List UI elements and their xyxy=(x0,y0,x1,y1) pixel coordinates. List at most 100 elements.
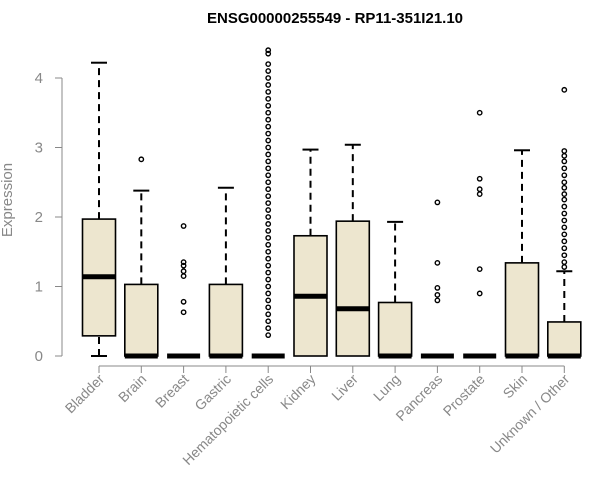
outlier-point xyxy=(561,259,568,266)
iqr-box xyxy=(504,262,540,357)
y-axis-label: Expression xyxy=(0,163,16,237)
outlier-point xyxy=(561,210,568,217)
outlier-point xyxy=(180,268,187,275)
outlier-point xyxy=(265,276,272,283)
x-tick-label: Skin xyxy=(500,371,531,402)
outlier-point xyxy=(180,273,187,279)
boxes xyxy=(81,47,582,359)
outlier-point xyxy=(265,123,272,130)
outlier-point xyxy=(434,199,441,206)
outlier-point xyxy=(265,221,272,227)
outlier-point xyxy=(265,297,272,304)
x-tick-label: Kidney xyxy=(277,371,319,413)
outlier-point xyxy=(561,158,568,165)
outlier-point xyxy=(561,152,568,159)
x-tick-label: Prostate xyxy=(440,371,488,419)
outlier-point xyxy=(265,332,272,339)
outlier-point xyxy=(561,165,568,172)
outlier-point xyxy=(265,255,272,262)
box-group xyxy=(167,223,201,359)
iqr-box xyxy=(124,283,159,357)
iqr-box xyxy=(208,283,244,357)
outlier-point xyxy=(561,191,568,197)
x-tick-label: Unknown / Other xyxy=(487,371,573,457)
outlier-point xyxy=(476,191,483,197)
y-tick-label: 4 xyxy=(35,70,43,87)
outlier-point xyxy=(265,47,272,54)
box-group xyxy=(463,109,497,359)
outlier-point xyxy=(265,130,272,137)
x-tick-label: Lung xyxy=(370,371,403,404)
box-group xyxy=(251,47,285,359)
outlier-point xyxy=(265,207,272,213)
outlier-point xyxy=(265,116,272,123)
outlier-point xyxy=(265,151,272,158)
box-group xyxy=(504,149,540,359)
box-group xyxy=(124,156,159,359)
box-group xyxy=(420,199,454,359)
chart-title: ENSG00000255549 - RP11-351I21.10 xyxy=(207,10,463,27)
outlier-point xyxy=(265,95,272,102)
outlier-point xyxy=(561,172,568,179)
outlier-point xyxy=(265,304,272,311)
box-group xyxy=(208,186,244,359)
outlier-point xyxy=(138,156,145,163)
outlier-point xyxy=(561,245,568,252)
outlier-point xyxy=(265,269,272,276)
outlier-point xyxy=(265,241,272,248)
box-group xyxy=(377,220,413,359)
outlier-point xyxy=(265,248,272,255)
outlier-point xyxy=(265,75,272,81)
outlier-point xyxy=(561,224,568,231)
outlier-point xyxy=(180,309,187,316)
outlier-point xyxy=(180,298,187,305)
outlier-point xyxy=(561,184,568,191)
outlier-point xyxy=(265,172,272,179)
outlier-point xyxy=(476,175,483,182)
outlier-point xyxy=(265,200,272,207)
iqr-box xyxy=(546,321,582,357)
outlier-point xyxy=(434,291,441,298)
x-tick-label: Breast xyxy=(152,371,192,411)
box-group xyxy=(81,61,117,357)
outlier-point xyxy=(265,158,272,165)
outlier-point xyxy=(265,109,272,116)
outlier-point xyxy=(265,283,272,290)
outlier-point xyxy=(265,50,272,57)
outlier-point xyxy=(265,137,272,144)
outlier-point xyxy=(265,262,272,269)
x-tick-label: Liver xyxy=(328,371,361,404)
outlier-point xyxy=(265,214,272,220)
box-group xyxy=(546,86,582,359)
outlier-point xyxy=(476,109,483,116)
outlier-point xyxy=(434,259,441,266)
outlier-point xyxy=(476,186,483,193)
iqr-box xyxy=(377,301,413,357)
outlier-point xyxy=(561,148,568,154)
outlier-point xyxy=(265,82,272,88)
outlier-point xyxy=(561,203,568,210)
outlier-point xyxy=(265,165,272,172)
outlier-point xyxy=(561,231,568,238)
outlier-point xyxy=(265,318,272,325)
outlier-point xyxy=(265,193,272,200)
outlier-point xyxy=(265,144,272,151)
outlier-point xyxy=(180,223,187,229)
box-group xyxy=(335,143,371,357)
y-tick-label: 3 xyxy=(35,140,43,157)
x-tick-label: Pancreas xyxy=(392,371,445,424)
iqr-box xyxy=(335,220,371,357)
outlier-point xyxy=(265,68,272,74)
outlier-point xyxy=(561,217,568,224)
y-axis: 0 1 2 3 4 xyxy=(35,70,63,365)
outlier-point xyxy=(265,186,272,193)
outlier-point xyxy=(180,262,187,269)
outlier-point xyxy=(476,290,483,297)
outlier-point xyxy=(561,264,568,270)
outlier-point xyxy=(561,252,568,259)
outlier-point xyxy=(265,325,272,332)
outlier-point xyxy=(561,86,568,93)
outlier-point xyxy=(561,238,568,245)
